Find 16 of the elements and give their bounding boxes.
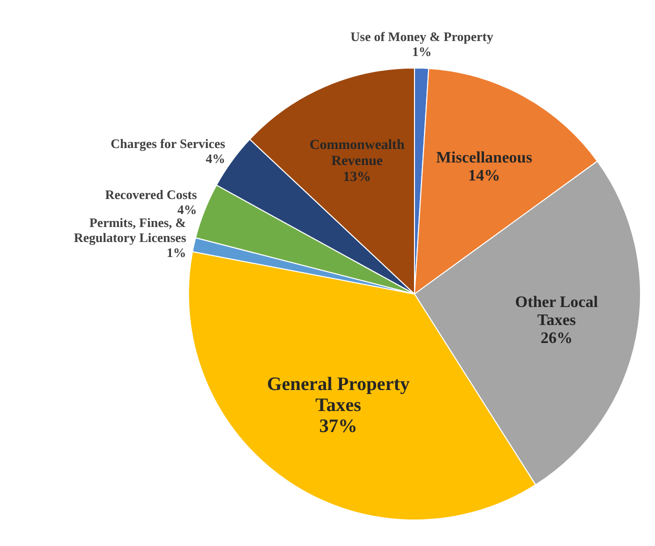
slice-label: Recovered Costs xyxy=(105,187,197,202)
data-label: 4% xyxy=(177,202,197,218)
data-label: 1% xyxy=(166,244,186,260)
slice-label: Commonwealth Revenue xyxy=(310,138,405,169)
slice-label: Charges for Services xyxy=(110,136,226,151)
slice-label: Permits, Fines, & Regulatory Licenses xyxy=(74,214,186,245)
slice-label: Miscellaneous xyxy=(436,149,532,166)
data-label: 13% xyxy=(343,170,372,185)
slice-label: Other Local Taxes xyxy=(515,294,599,330)
data-label: 14% xyxy=(468,167,500,184)
data-label: 4% xyxy=(206,150,226,166)
slice-label: General Property Taxes xyxy=(266,374,410,416)
slice-label: Use of Money & Property xyxy=(350,28,494,44)
data-label: 1% xyxy=(412,44,432,59)
data-label: 37% xyxy=(319,416,358,438)
data-label: 26% xyxy=(540,330,573,348)
